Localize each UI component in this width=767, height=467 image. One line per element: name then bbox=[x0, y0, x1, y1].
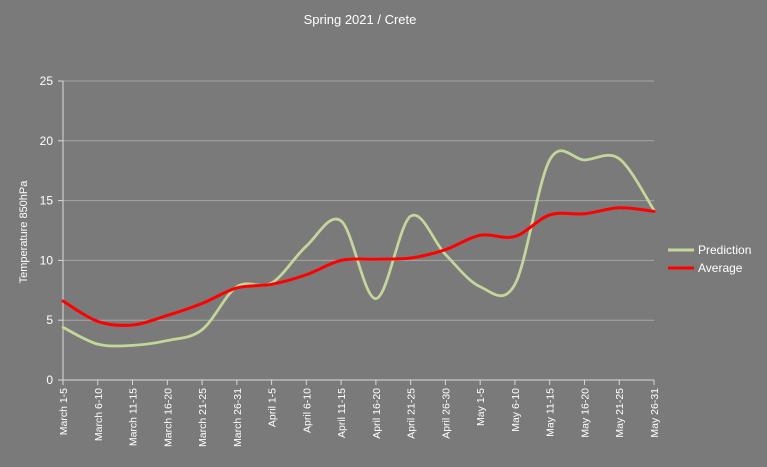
x-tick-label: April 6-10 bbox=[301, 388, 313, 433]
x-tick-label: March 1-5 bbox=[58, 388, 70, 435]
chart-title: Spring 2021 / Crete bbox=[304, 12, 417, 27]
x-tick-label: April 21-25 bbox=[406, 388, 418, 439]
x-tick-label: May 16-20 bbox=[579, 388, 591, 438]
y-axis-label: Temperature 850hPa bbox=[18, 180, 30, 284]
legend-label-average: Average bbox=[698, 261, 743, 275]
legend: Prediction Average bbox=[668, 243, 751, 275]
y-tick-label: 25 bbox=[40, 74, 54, 88]
x-tick-label: April 26-30 bbox=[440, 388, 452, 439]
x-tick-label: May 26-31 bbox=[649, 388, 661, 438]
x-tick-label: March 26-31 bbox=[232, 388, 244, 447]
y-tick-label: 20 bbox=[40, 134, 54, 148]
x-tick-label: April 1-5 bbox=[267, 388, 279, 427]
legend-label-prediction: Prediction bbox=[698, 243, 751, 257]
y-tick-label: 10 bbox=[40, 253, 54, 267]
x-tick-label: April 11-15 bbox=[336, 388, 348, 438]
x-tick-label: May 21-25 bbox=[614, 388, 626, 438]
x-tick-label: April 16-20 bbox=[371, 388, 383, 439]
y-tick-label: 5 bbox=[46, 313, 53, 327]
series-line-average bbox=[61, 206, 656, 327]
axes: 0 5 10 15 20 25 March 1-5 March 6-10 March 11-15… bbox=[40, 74, 661, 447]
x-tick-label: March 11-15 bbox=[128, 388, 140, 446]
x-tick-label: May 1-5 bbox=[475, 388, 487, 426]
series-line-prediction bbox=[61, 149, 656, 348]
x-tick-label: March 21-25 bbox=[197, 388, 209, 447]
y-tick-label: 0 bbox=[46, 373, 53, 387]
y-tick-label: 15 bbox=[40, 194, 54, 208]
x-tick-label: May 6-10 bbox=[510, 388, 522, 432]
x-tick-label: March 16-20 bbox=[162, 388, 174, 447]
x-tick-label: March 6-10 bbox=[93, 388, 105, 441]
series-lines bbox=[61, 149, 656, 348]
x-tick-label: May 11-15 bbox=[545, 388, 557, 437]
